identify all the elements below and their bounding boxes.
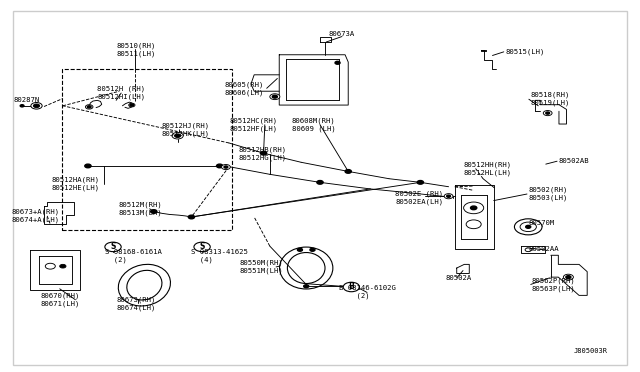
Text: 80512M(RH)
80513M(LH): 80512M(RH) 80513M(LH) — [118, 201, 162, 216]
Circle shape — [298, 248, 303, 251]
Text: 80673A: 80673A — [329, 31, 355, 36]
Text: S: S — [110, 243, 116, 251]
Circle shape — [515, 219, 542, 235]
Text: 80512HB(RH)
80512HG(LH): 80512HB(RH) 80512HG(LH) — [239, 147, 287, 161]
Circle shape — [566, 276, 571, 279]
Text: 80502AB: 80502AB — [558, 158, 589, 164]
Circle shape — [129, 103, 135, 107]
Circle shape — [87, 106, 91, 108]
Text: 80518(RH)
80519(LH): 80518(RH) 80519(LH) — [530, 92, 570, 106]
Circle shape — [444, 194, 453, 199]
Circle shape — [335, 61, 340, 64]
Text: J805003R: J805003R — [573, 348, 607, 354]
Circle shape — [520, 222, 536, 231]
Circle shape — [563, 274, 573, 280]
Text: S 08313-41625
  (4): S 08313-41625 (4) — [191, 249, 248, 263]
Text: 80562P(RH)
80563P(LH): 80562P(RH) 80563P(LH) — [532, 278, 576, 292]
Circle shape — [273, 95, 277, 98]
Circle shape — [543, 110, 552, 116]
Ellipse shape — [118, 264, 170, 306]
Text: 80502AA: 80502AA — [528, 246, 559, 252]
Text: 80670(RH)
80671(LH): 80670(RH) 80671(LH) — [41, 292, 80, 307]
Text: B: B — [349, 282, 354, 292]
Circle shape — [45, 263, 55, 269]
Text: 80502A: 80502A — [445, 275, 472, 281]
Circle shape — [525, 248, 531, 251]
Circle shape — [317, 180, 323, 184]
Ellipse shape — [280, 247, 333, 289]
Text: 80550M(RH)
80551M(LH): 80550M(RH) 80551M(LH) — [240, 260, 284, 274]
Circle shape — [417, 180, 424, 184]
Text: 80502E (RH)
80502EA(LH): 80502E (RH) 80502EA(LH) — [396, 190, 444, 205]
Circle shape — [463, 202, 484, 214]
Text: 80608M(RH)
80609 (LH): 80608M(RH) 80609 (LH) — [292, 118, 335, 132]
Text: 80287N: 80287N — [14, 97, 40, 103]
Circle shape — [194, 242, 211, 251]
Circle shape — [546, 112, 550, 114]
Text: 80512HH(RH)
80512HL(LH): 80512HH(RH) 80512HL(LH) — [463, 161, 511, 176]
Circle shape — [224, 166, 228, 168]
Text: 80502(RH)
80503(LH): 80502(RH) 80503(LH) — [528, 187, 568, 201]
Text: S: S — [200, 243, 205, 251]
Text: 80605(RH)
80606(LH): 80605(RH) 80606(LH) — [225, 81, 264, 96]
Circle shape — [105, 242, 121, 251]
Circle shape — [221, 164, 230, 170]
Circle shape — [310, 248, 315, 251]
Text: S 08168-6161A
  (2): S 08168-6161A (2) — [106, 249, 163, 263]
Circle shape — [260, 151, 267, 155]
Circle shape — [175, 134, 180, 138]
Circle shape — [343, 282, 360, 292]
Circle shape — [60, 264, 66, 268]
Circle shape — [270, 94, 280, 100]
Circle shape — [466, 220, 481, 229]
Circle shape — [33, 104, 40, 108]
Circle shape — [470, 206, 477, 210]
Text: 80570M: 80570M — [528, 220, 554, 226]
Text: 80673+A(RH)
80674+A(LH): 80673+A(RH) 80674+A(LH) — [12, 209, 60, 223]
Circle shape — [447, 195, 451, 197]
Circle shape — [525, 225, 531, 228]
Circle shape — [150, 210, 157, 214]
Circle shape — [31, 103, 42, 109]
Text: 80512HC(RH)
80512HF(LH): 80512HC(RH) 80512HF(LH) — [229, 118, 277, 132]
Circle shape — [188, 215, 195, 219]
Circle shape — [345, 170, 351, 173]
Text: B 08146-6102G
    (2): B 08146-6102G (2) — [339, 285, 396, 299]
Text: 80512HA(RH)
80512HE(LH): 80512HA(RH) 80512HE(LH) — [52, 177, 100, 192]
Circle shape — [85, 164, 91, 168]
Circle shape — [172, 132, 183, 139]
Text: 80515(LH): 80515(LH) — [505, 49, 545, 55]
Circle shape — [20, 105, 24, 107]
Circle shape — [130, 104, 134, 106]
Text: 80512HJ(RH)
80512HK(LH): 80512HJ(RH) 80512HK(LH) — [162, 122, 210, 137]
Text: 80510(RH)
80511(LH): 80510(RH) 80511(LH) — [116, 42, 156, 57]
Circle shape — [85, 105, 93, 109]
Text: 80673(RH)
80674(LH): 80673(RH) 80674(LH) — [116, 296, 156, 311]
Text: 80512H (RH)
80512HI(LH): 80512H (RH) 80512HI(LH) — [97, 86, 145, 100]
Circle shape — [304, 285, 308, 288]
Circle shape — [216, 164, 223, 168]
Bar — [61, 69, 232, 230]
